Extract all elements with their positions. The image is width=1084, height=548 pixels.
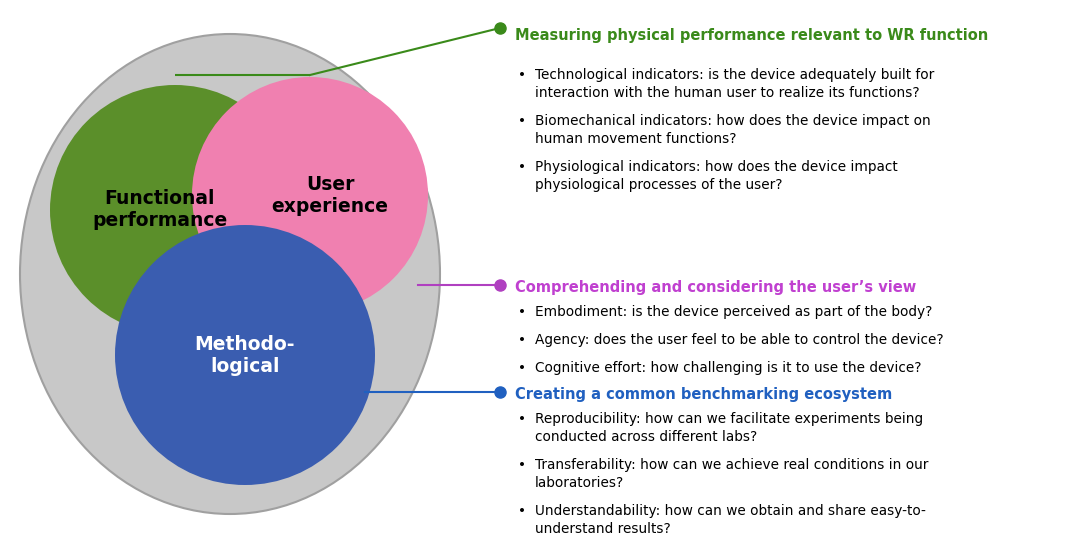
Text: •: •	[518, 160, 526, 174]
Text: •: •	[518, 305, 526, 319]
Text: Creating a common benchmarking ecosystem: Creating a common benchmarking ecosystem	[515, 387, 892, 402]
Text: Physiological indicators: how does the device impact
physiological processes of : Physiological indicators: how does the d…	[535, 160, 898, 192]
Text: •: •	[518, 361, 526, 375]
Text: •: •	[518, 333, 526, 347]
Text: Understandability: how can we obtain and share easy-to-
understand results?: Understandability: how can we obtain and…	[535, 504, 926, 536]
Text: Transferability: how can we achieve real conditions in our
laboratories?: Transferability: how can we achieve real…	[535, 458, 928, 490]
Text: Methodo-
logical: Methodo- logical	[195, 334, 295, 375]
Ellipse shape	[20, 34, 440, 514]
Text: Agency: does the user feel to be able to control the device?: Agency: does the user feel to be able to…	[535, 333, 944, 347]
Text: Measuring physical performance relevant to WR function: Measuring physical performance relevant …	[515, 28, 989, 43]
Text: •: •	[518, 412, 526, 426]
Text: Functional
performance: Functional performance	[92, 190, 228, 231]
Text: •: •	[518, 458, 526, 472]
Text: •: •	[518, 114, 526, 128]
Text: •: •	[518, 504, 526, 518]
Text: Embodiment: is the device perceived as part of the body?: Embodiment: is the device perceived as p…	[535, 305, 932, 319]
Text: •: •	[518, 68, 526, 82]
Circle shape	[50, 85, 300, 335]
Text: Technological indicators: is the device adequately built for
interaction with th: Technological indicators: is the device …	[535, 68, 934, 100]
Text: Reproducibility: how can we facilitate experiments being
conducted across differ: Reproducibility: how can we facilitate e…	[535, 412, 924, 444]
Circle shape	[192, 77, 428, 313]
Text: Biomechanical indicators: how does the device impact on
human movement functions: Biomechanical indicators: how does the d…	[535, 114, 931, 146]
Text: User
experience: User experience	[271, 174, 388, 215]
Circle shape	[115, 225, 375, 485]
Text: Comprehending and considering the user’s view: Comprehending and considering the user’s…	[515, 280, 916, 295]
Text: Cognitive effort: how challenging is it to use the device?: Cognitive effort: how challenging is it …	[535, 361, 921, 375]
